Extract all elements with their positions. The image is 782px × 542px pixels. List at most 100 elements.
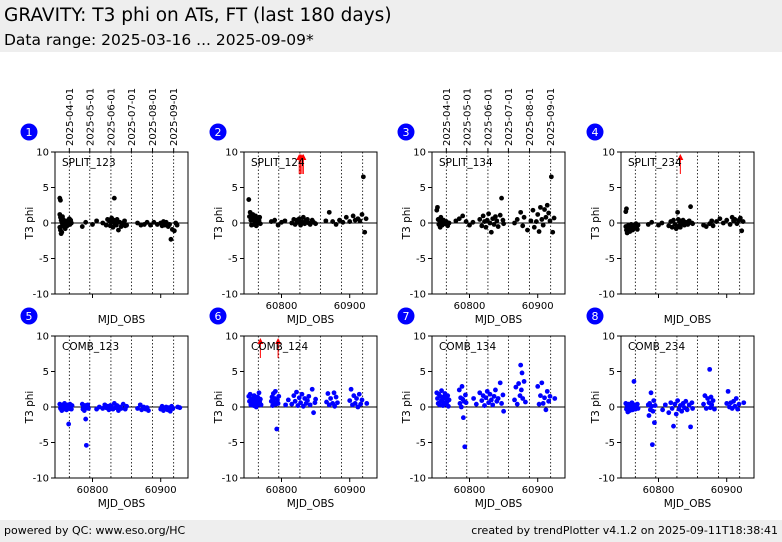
data-point [673,411,679,417]
data-point [170,406,176,411]
data-point [525,227,530,233]
data-point [552,396,558,401]
data-point [703,224,709,229]
date-tick-label: 2025-05-01 [462,88,473,146]
y-tick-label: -10 [599,474,615,485]
data-point [488,229,494,235]
data-point [649,442,655,448]
data-point [177,405,183,411]
data-point [684,407,690,413]
data-point [720,220,726,226]
data-point [313,396,319,402]
data-point [460,415,466,421]
x-tick-label: 60800 [643,485,675,496]
data-point [495,396,501,401]
data-point [659,220,665,226]
data-point [535,384,541,389]
data-point [275,401,281,406]
y-tick-label: 5 [420,183,426,194]
date-tick-label: 2025-08-01 [525,88,536,146]
data-point [328,396,334,401]
data-point [257,221,263,227]
data-point [79,224,85,229]
data-point [463,400,469,406]
data-point [551,215,557,221]
data-point [122,218,127,224]
data-point [456,216,462,222]
data-point [446,220,452,226]
y-tick-label: 0 [420,219,426,230]
panel-badge [209,123,227,141]
data-point [253,213,258,219]
data-point [635,406,641,411]
x-axis-label: MJD_OBS [475,498,523,510]
data-point [323,218,329,224]
data-point [547,393,553,399]
date-tick-label: 2025-07-01 [504,88,515,146]
data-point [648,390,654,396]
panel-badge-number: 3 [403,126,410,139]
data-point [668,400,674,406]
data-point [174,222,180,228]
y-axis-label: T3 phi [24,207,36,241]
data-point [709,218,715,224]
y-axis-label: T3 phi [24,391,36,425]
panel-2: -10 -5 0 5 10 60800 60900 MJD_OBS T3 phi SPLIT_12… [209,123,378,326]
data-point [701,401,706,407]
y-tick-label: -5 [228,254,238,265]
data-point [483,224,489,230]
data-point [652,403,658,408]
y-tick-label: -5 [39,254,49,265]
data-point [363,216,369,222]
data-point [446,397,452,403]
data-point [725,388,731,394]
panel-badge [397,123,415,141]
y-tick-label: 0 [232,403,238,414]
data-point [735,406,741,412]
data-point [724,217,730,223]
x-axis-label: MJD_OBS [98,314,146,326]
data-point [343,214,349,220]
x-tick-label: 60900 [334,485,366,496]
panel-label: COMB_234 [628,341,685,353]
date-tick-label: 2025-04-01 [442,88,453,146]
panel-badge-number: 6 [215,310,222,323]
data-point [58,197,63,203]
data-point [540,222,546,228]
data-point [479,398,485,404]
data-point [340,219,346,225]
data-point [487,391,493,397]
data-point [285,397,291,403]
data-point [518,387,524,393]
data-point [247,391,253,397]
data-point [364,401,370,406]
x-axis-label: MJD_OBS [287,314,335,326]
outlier-arrow [257,338,264,344]
y-tick-label: 10 [225,148,238,159]
data-point [497,212,503,218]
data-point [480,213,486,219]
data-point [688,204,693,210]
data-point [359,212,365,217]
data-point [542,207,547,212]
data-point [732,217,738,222]
data-point [512,397,517,403]
page-subtitle: Data range: 2025-03-16 ... 2025-09-09* [4,31,314,49]
x-tick-label: 60800 [266,485,298,496]
y-tick-label: -10 [410,474,426,485]
data-point [460,213,466,219]
x-axis-label: MJD_OBS [664,498,712,510]
panel-badge-number: 2 [215,126,222,139]
data-point [307,402,313,408]
data-point [482,403,487,408]
y-tick-label: 0 [609,219,615,230]
panel-label: SPLIT_124 [251,157,305,169]
y-tick-label: 5 [420,367,426,378]
data-point [171,228,177,234]
data-point [501,221,507,227]
date-tick-label: 2025-09-01 [169,88,180,146]
data-point [471,396,477,401]
panel-badge [20,123,38,141]
y-tick-label: 5 [232,183,238,194]
